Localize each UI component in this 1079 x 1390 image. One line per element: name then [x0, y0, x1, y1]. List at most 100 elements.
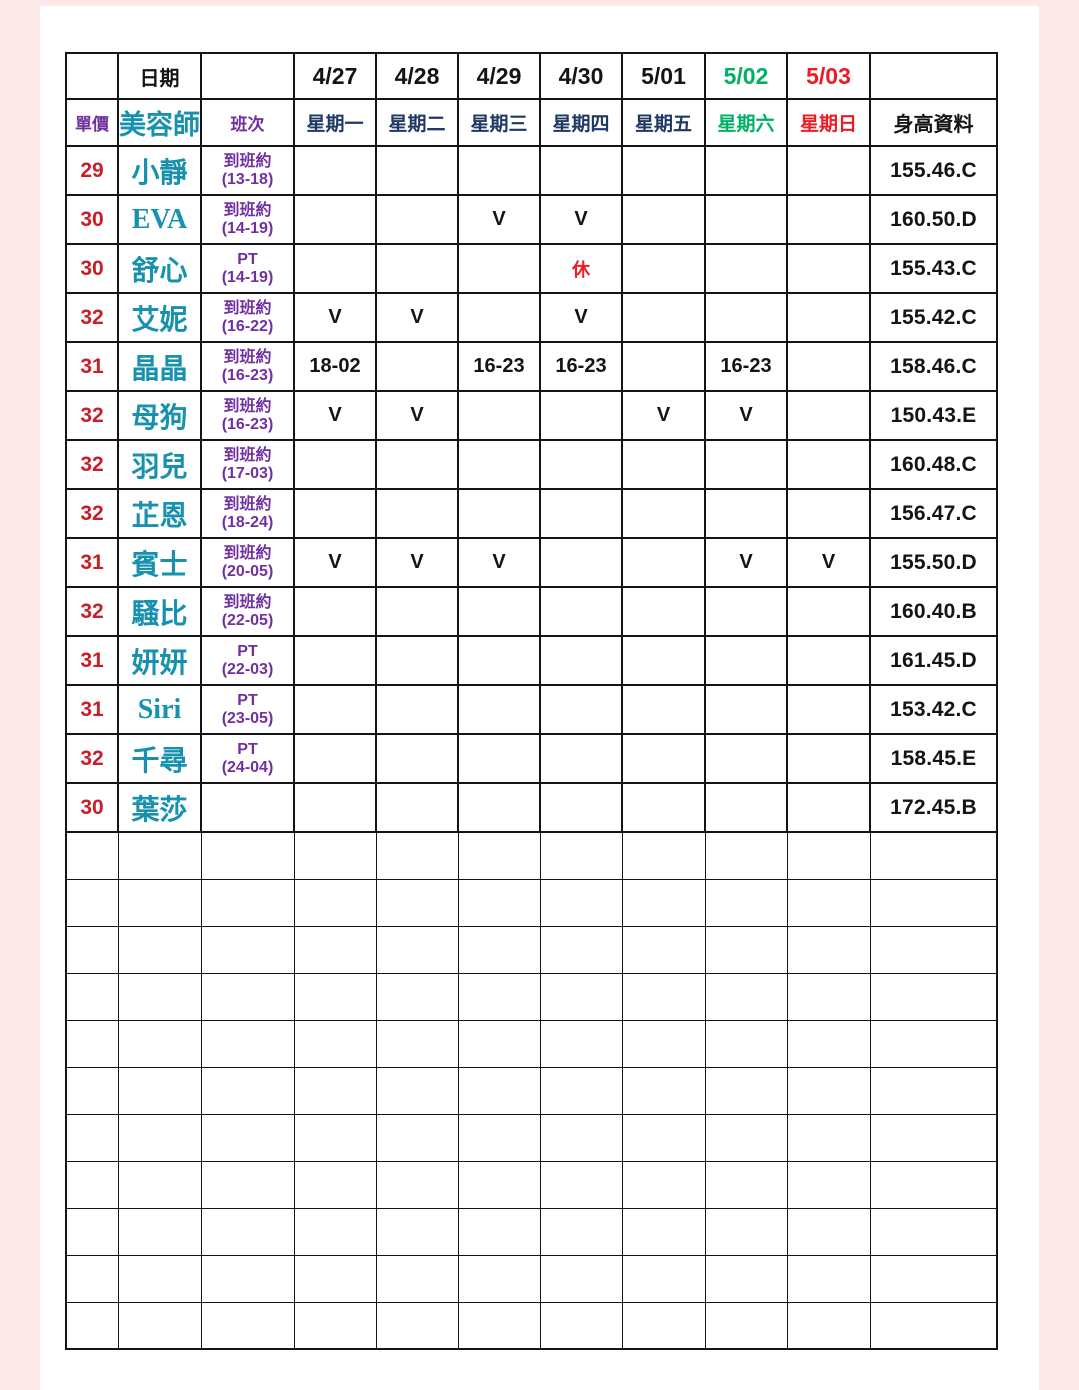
day-cell: [621, 684, 706, 735]
empty-cell: [293, 1207, 377, 1256]
empty-cell: [704, 1113, 788, 1162]
day-cell: V: [704, 390, 788, 441]
empty-cell: [786, 1160, 871, 1209]
empty-cell: [539, 1019, 623, 1068]
price-cell: 31: [65, 537, 119, 588]
empty-row: [65, 925, 998, 974]
empty-row: [65, 1160, 998, 1209]
name-cell: 葉莎: [117, 782, 202, 833]
name-cell: 芷恩: [117, 488, 202, 539]
date-cell: 4/30: [539, 52, 623, 100]
empty-cell: [869, 1254, 998, 1303]
empty-cell: [869, 1019, 998, 1068]
empty-cell: [539, 1066, 623, 1115]
shift-line: 到班約: [223, 299, 272, 317]
day-cell: V: [375, 292, 459, 343]
shift-cell: 到班約 (13-18): [200, 145, 295, 196]
day-cell: [375, 341, 459, 392]
day-cell: [539, 390, 623, 441]
staff-row: 29 小靜 到班約 (13-18) 155.46.C: [65, 145, 998, 196]
height-cell: 161.45.D: [869, 635, 998, 686]
height-cell: 172.45.B: [869, 782, 998, 833]
day-cell: 休: [539, 243, 623, 294]
day-cell: [375, 488, 459, 539]
day-cell: [786, 684, 871, 735]
empty-cell: [539, 1207, 623, 1256]
day-cell: [786, 782, 871, 833]
empty-cell: [117, 972, 202, 1021]
corner-blank-cell: [65, 52, 119, 100]
empty-cell: [117, 1113, 202, 1162]
day-cell: [704, 733, 788, 784]
empty-cell: [786, 1301, 871, 1350]
shift-line: 到班約: [223, 495, 272, 513]
empty-cell: [293, 1301, 377, 1350]
day-cell: V: [786, 537, 871, 588]
empty-cell: [65, 1207, 119, 1256]
shift-cell: 到班約 (17-03): [200, 439, 295, 490]
empty-cell: [621, 878, 706, 927]
day-cell: [375, 733, 459, 784]
empty-cell: [786, 1019, 871, 1068]
empty-cell: [621, 1160, 706, 1209]
name-cell: 賓士: [117, 537, 202, 588]
shift-line: (16-23): [221, 415, 274, 433]
shift-line: 到班約: [223, 593, 272, 611]
weekday-cell: 星期四: [539, 98, 623, 147]
day-cell: [704, 635, 788, 686]
empty-cell: [539, 1254, 623, 1303]
empty-cell: [621, 1301, 706, 1350]
shift-line: (18-24): [221, 513, 274, 531]
empty-cell: [869, 1160, 998, 1209]
shift-header-blank-cell: [200, 52, 295, 100]
shift-line: 到班約: [223, 544, 272, 562]
day-cell: [539, 145, 623, 196]
empty-cell: [786, 878, 871, 927]
day-cell: [539, 537, 623, 588]
empty-cell: [200, 925, 295, 974]
day-cell: [457, 586, 541, 637]
empty-cell: [117, 878, 202, 927]
day-cell: [786, 145, 871, 196]
empty-cell: [293, 1254, 377, 1303]
shift-line: (17-03): [221, 464, 274, 482]
name-cell: 千尋: [117, 733, 202, 784]
empty-cell: [457, 1019, 541, 1068]
day-cell: [704, 488, 788, 539]
date-cell: 4/28: [375, 52, 459, 100]
shift-line: (24-04): [221, 758, 274, 776]
empty-cell: [869, 1113, 998, 1162]
empty-cell: [704, 831, 788, 880]
empty-cell: [539, 831, 623, 880]
weekday-cell: 星期六: [704, 98, 788, 147]
empty-cell: [200, 1301, 295, 1350]
day-cell: 18-02: [293, 341, 377, 392]
empty-cell: [704, 1019, 788, 1068]
date-cell: 4/27: [293, 52, 377, 100]
day-cell: V: [375, 390, 459, 441]
staff-row: 32 艾妮 到班約 (16-22) V V V 155.42.C: [65, 292, 998, 343]
price-cell: 32: [65, 488, 119, 539]
empty-cell: [200, 1019, 295, 1068]
day-cell: [786, 635, 871, 686]
name-cell: 艾妮: [117, 292, 202, 343]
empty-cell: [117, 1160, 202, 1209]
empty-cell: [293, 878, 377, 927]
date-header-row: 日期 4/27 4/28 4/29 4/30 5/01 5/02 5/03: [65, 52, 998, 100]
staff-row: 32 母狗 到班約 (16-23) V V V V 150.43.E: [65, 390, 998, 441]
shift-line: PT: [237, 691, 258, 709]
staff-row: 32 羽兒 到班約 (17-03) 160.48.C: [65, 439, 998, 490]
day-cell: [539, 684, 623, 735]
shift-line: 到班約: [223, 446, 272, 464]
shift-cell: 到班約 (16-23): [200, 341, 295, 392]
empty-cell: [200, 831, 295, 880]
empty-cell: [117, 925, 202, 974]
day-cell: [621, 488, 706, 539]
empty-cell: [457, 1066, 541, 1115]
day-cell: [786, 488, 871, 539]
day-cell: [457, 390, 541, 441]
day-cell: [457, 243, 541, 294]
empty-cell: [200, 1254, 295, 1303]
empty-cell: [457, 1254, 541, 1303]
